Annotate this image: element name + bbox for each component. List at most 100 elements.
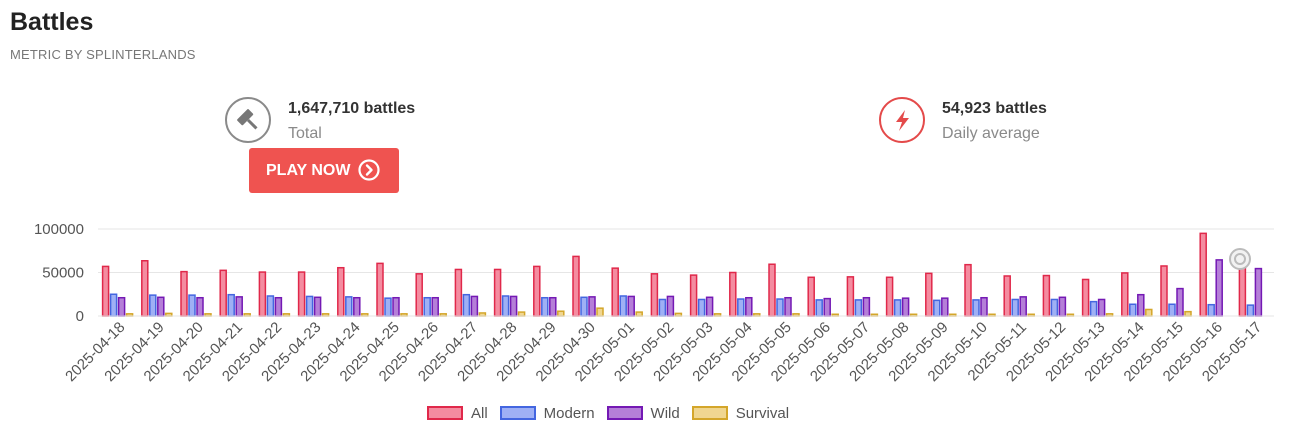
bar-modern-2025-04-22: [266, 295, 275, 317]
bar-modern-2025-05-09: [933, 299, 941, 317]
bar-wild-2025-04-18: [117, 296, 126, 317]
legend-item-modern[interactable]: Modern: [499, 404, 595, 422]
y-tick-label: 100000: [34, 221, 84, 238]
bar-all-2025-04-18: [101, 265, 110, 317]
bar-all-2025-04-21: [219, 269, 227, 317]
bar-wild-2025-04-19: [157, 296, 165, 317]
bar-modern-2025-04-26: [423, 296, 431, 317]
gavel-icon: [225, 97, 271, 143]
legend-swatch: [691, 406, 728, 420]
bar-wild-2025-05-03: [705, 296, 714, 317]
bar-all-2025-05-02: [650, 273, 659, 317]
bar-wild-2025-05-04: [745, 296, 753, 317]
bar-modern-2025-05-14: [1129, 303, 1137, 317]
bar-modern-2025-04-24: [345, 296, 353, 317]
bar-all-2025-04-28: [493, 268, 502, 317]
bar-all-2025-05-08: [885, 276, 894, 317]
bar-modern-2025-05-16: [1207, 303, 1215, 317]
bar-wild-2025-04-21: [235, 296, 243, 317]
bar-wild-2025-05-02: [666, 295, 675, 317]
bar-wild-2025-05-14: [1137, 293, 1145, 317]
bar-modern-2025-04-25: [384, 297, 392, 317]
bar-modern-2025-05-15: [1168, 303, 1176, 317]
bar-all-2025-05-15: [1160, 265, 1168, 317]
bar-wild-2025-05-15: [1176, 287, 1184, 317]
bar-modern-2025-05-13: [1089, 300, 1098, 317]
bar-all-2025-04-25: [376, 262, 384, 317]
bar-wild-2025-04-30: [588, 296, 596, 317]
legend-label: Modern: [543, 404, 595, 422]
bar-modern-2025-04-29: [541, 296, 549, 317]
play-now-button[interactable]: PLAY NOW: [249, 148, 399, 193]
bar-survival-2025-05-01: [635, 311, 643, 317]
legend-item-wild[interactable]: Wild: [606, 404, 680, 422]
bar-modern-2025-04-28: [501, 295, 510, 317]
legend-swatch: [606, 406, 643, 420]
bar-modern-2025-05-05: [776, 298, 784, 317]
bar-wild-2025-05-01: [627, 295, 635, 317]
bar-all-2025-05-03: [689, 274, 698, 317]
bar-wild-2025-05-13: [1097, 298, 1106, 317]
bar-all-2025-04-26: [415, 273, 423, 317]
legend-label: All: [471, 404, 488, 422]
bar-modern-2025-04-18: [109, 293, 118, 317]
bar-all-2025-04-29: [533, 265, 541, 317]
bar-modern-2025-05-07: [854, 299, 863, 317]
bar-survival-2025-05-15: [1184, 310, 1192, 317]
bar-modern-2025-05-10: [972, 299, 980, 317]
bar-modern-2025-04-20: [188, 294, 196, 317]
bar-all-2025-05-01: [611, 267, 619, 317]
legend-swatch: [427, 406, 463, 420]
bar-all-2025-05-14: [1121, 272, 1129, 317]
bar-wild-2025-05-06: [823, 297, 831, 317]
daily-average-label: Daily average: [942, 125, 1040, 142]
bar-all-2025-04-30: [572, 255, 580, 317]
bar-modern-2025-05-17: [1246, 304, 1255, 317]
bar-all-2025-05-09: [925, 272, 933, 317]
bar-wild-2025-04-23: [313, 296, 322, 317]
bar-modern-2025-05-12: [1050, 298, 1059, 317]
bar-modern-2025-04-21: [227, 293, 235, 317]
bar-modern-2025-04-19: [149, 294, 157, 317]
bar-modern-2025-05-01: [619, 295, 627, 317]
bar-all-2025-04-22: [258, 271, 267, 317]
bar-wild-2025-04-24: [353, 296, 361, 317]
page-title: Battles: [10, 8, 94, 36]
bar-survival-2025-04-30: [596, 307, 604, 317]
bar-modern-2025-05-11: [1011, 298, 1019, 317]
bar-all-2025-05-10: [964, 263, 972, 317]
daily-average-value: 54,923 battles: [942, 100, 1047, 117]
lightning-icon: [879, 97, 925, 143]
bar-wild-2025-04-28: [509, 295, 518, 317]
reset-zoom-icon[interactable]: [1228, 247, 1252, 271]
legend-label: Wild: [650, 404, 680, 422]
y-tick-label: 0: [76, 308, 84, 325]
play-now-label: PLAY NOW: [266, 161, 351, 179]
bar-modern-2025-05-04: [737, 298, 745, 317]
bar-wild-2025-05-11: [1019, 296, 1027, 317]
bar-wild-2025-05-12: [1058, 296, 1067, 317]
chart-legend: All Modern Wild Survival: [427, 403, 801, 423]
bar-all-2025-04-23: [297, 271, 306, 317]
bar-wild-2025-05-16: [1215, 259, 1223, 317]
bar-wild-2025-05-05: [784, 296, 792, 317]
bar-all-2025-04-19: [141, 260, 149, 317]
bar-wild-2025-05-09: [941, 297, 949, 317]
bar-wild-2025-04-27: [470, 295, 479, 317]
bar-all-2025-04-24: [337, 266, 345, 317]
legend-swatch: [499, 406, 536, 420]
bar-all-2025-05-13: [1081, 278, 1090, 317]
bar-modern-2025-04-30: [580, 296, 588, 317]
bar-wild-2025-04-29: [549, 296, 557, 317]
bar-all-2025-05-11: [1003, 275, 1011, 317]
legend-label: Survival: [735, 404, 790, 422]
bar-modern-2025-04-23: [305, 295, 314, 317]
bar-all-2025-05-04: [729, 271, 737, 317]
bar-survival-2025-04-28: [517, 311, 526, 317]
total-battles-label: Total: [288, 125, 322, 142]
legend-item-survival[interactable]: Survival: [691, 404, 790, 422]
y-tick-label: 50000: [42, 265, 84, 282]
bar-survival-2025-04-29: [557, 310, 565, 317]
bar-all-2025-05-12: [1042, 274, 1051, 317]
legend-item-all[interactable]: All: [427, 405, 488, 422]
